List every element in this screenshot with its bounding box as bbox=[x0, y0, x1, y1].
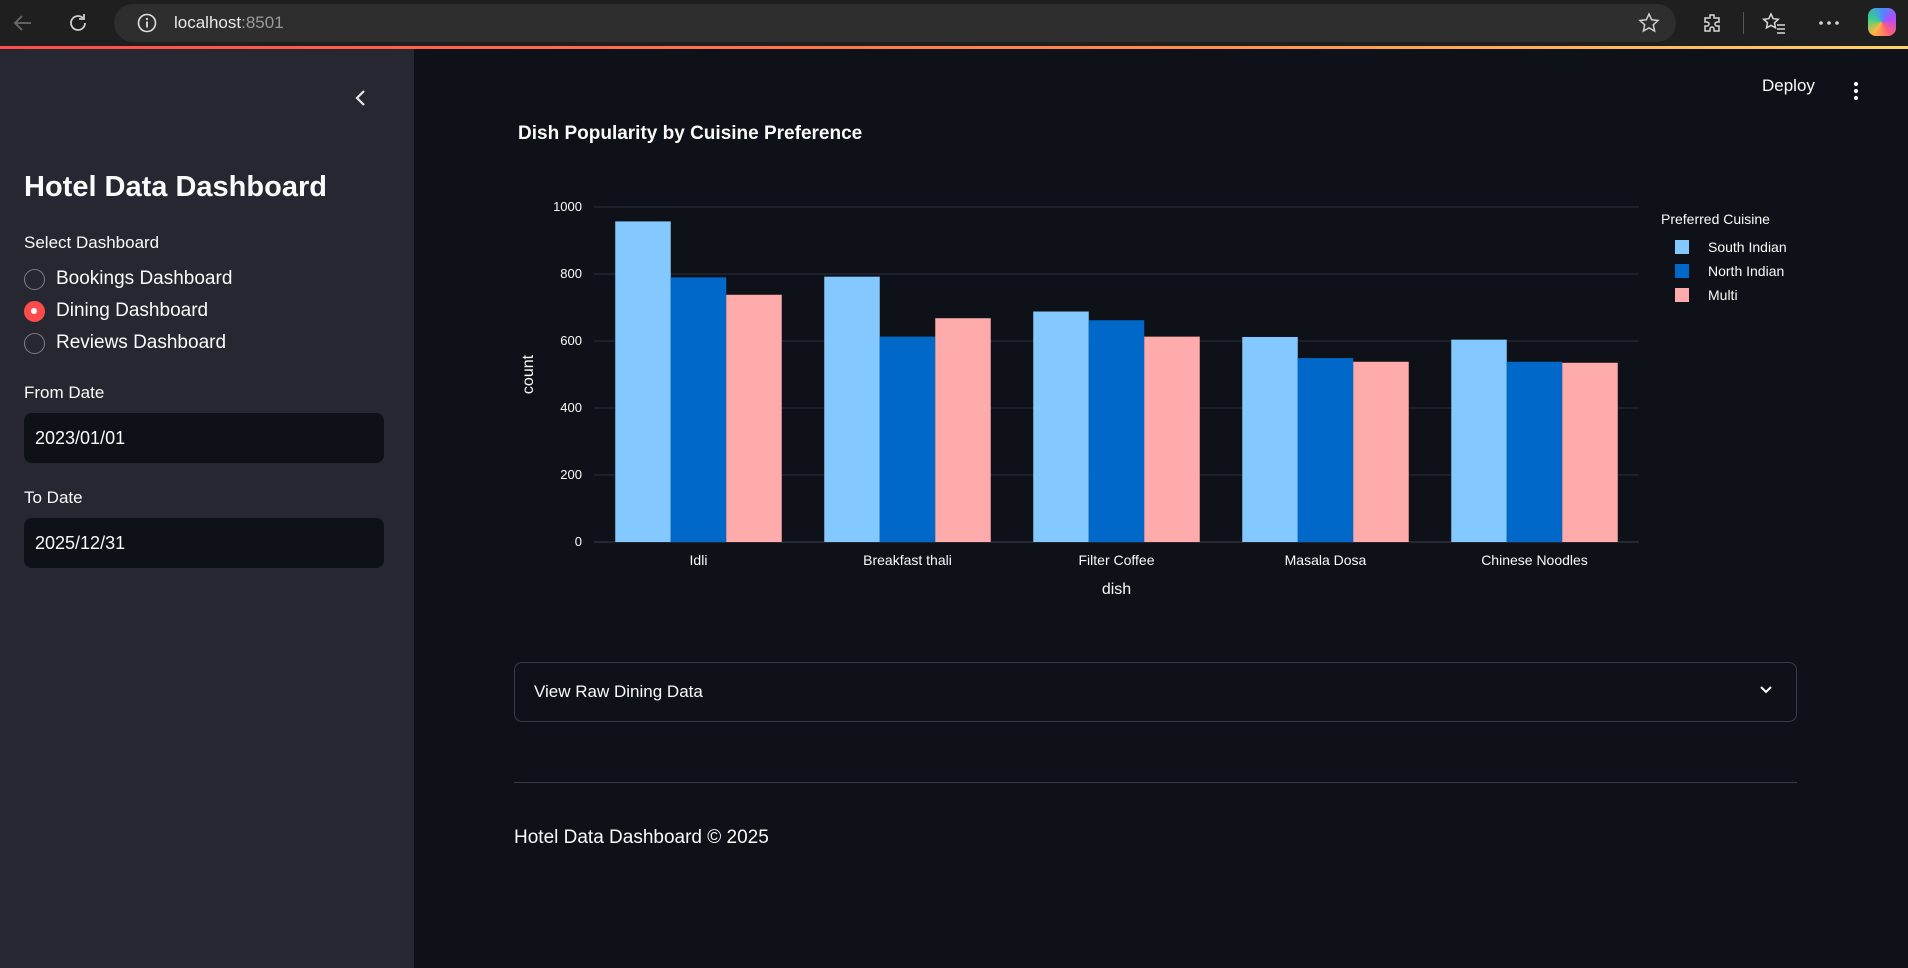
bar bbox=[824, 276, 880, 542]
y-tick-label: 200 bbox=[560, 467, 582, 482]
favorites-icon[interactable] bbox=[1754, 3, 1794, 43]
bar bbox=[1297, 358, 1354, 542]
legend-swatch bbox=[1675, 288, 1689, 302]
x-tick-label: Breakfast thali bbox=[863, 552, 952, 568]
bar bbox=[615, 221, 671, 542]
bar bbox=[879, 336, 936, 542]
toolbar-divider bbox=[1743, 12, 1744, 34]
x-tick-label: Filter Coffee bbox=[1079, 552, 1155, 568]
favorite-star-icon[interactable] bbox=[1638, 12, 1660, 39]
bar bbox=[935, 318, 991, 542]
legend-swatch bbox=[1675, 240, 1689, 254]
from-date-input[interactable]: 2023/01/01 bbox=[24, 413, 384, 463]
bar bbox=[1451, 339, 1507, 542]
url-port: :8501 bbox=[241, 13, 284, 32]
expander-label: View Raw Dining Data bbox=[534, 682, 703, 701]
x-tick-label: Masala Dosa bbox=[1285, 552, 1367, 568]
bar bbox=[1088, 320, 1145, 542]
y-tick-label: 600 bbox=[560, 333, 582, 348]
main-menu-icon[interactable] bbox=[1846, 76, 1866, 106]
bar bbox=[1033, 311, 1089, 542]
radio-reviews-dashboard[interactable]: Reviews Dashboard bbox=[24, 329, 226, 357]
chevron-down-icon[interactable] bbox=[1758, 683, 1774, 701]
footer-divider bbox=[514, 782, 1797, 783]
radio-bookings-dashboard[interactable]: Bookings Dashboard bbox=[24, 265, 232, 293]
y-axis-title: count bbox=[520, 354, 537, 394]
radio-label: Dining Dashboard bbox=[56, 300, 209, 321]
deploy-button[interactable]: Deploy bbox=[1762, 76, 1815, 95]
address-bar[interactable]: localhost:8501 bbox=[114, 4, 1676, 42]
chart-title: Dish Popularity by Cuisine Preference bbox=[518, 123, 863, 144]
sidebar-title: Hotel Data Dashboard bbox=[24, 171, 327, 203]
raw-data-expander[interactable]: View Raw Dining Data bbox=[514, 662, 1797, 722]
legend-label: South Indian bbox=[1708, 239, 1787, 255]
bar-chart: 0 200 400 600 800 1000 Idli Breakfast thali Filt… bbox=[520, 199, 1787, 598]
browser-toolbar: localhost:8501 bbox=[0, 0, 1908, 46]
radio-button[interactable] bbox=[24, 332, 45, 354]
to-date-label: To Date bbox=[24, 488, 83, 507]
url-text: localhost:8501 bbox=[174, 13, 284, 33]
x-tick-label: Chinese Noodles bbox=[1481, 552, 1588, 568]
to-date-input[interactable]: 2025/12/31 bbox=[24, 518, 384, 568]
bar bbox=[670, 277, 727, 542]
bar bbox=[1353, 361, 1409, 542]
radio-button[interactable] bbox=[24, 268, 45, 290]
radio-button-selected[interactable] bbox=[24, 300, 45, 322]
x-tick-label: Idli bbox=[690, 552, 708, 568]
bar bbox=[1242, 336, 1298, 542]
legend-label: Multi bbox=[1708, 287, 1738, 303]
reload-icon[interactable] bbox=[58, 3, 98, 43]
x-axis-title: dish bbox=[1102, 581, 1131, 598]
extensions-icon[interactable] bbox=[1693, 3, 1733, 43]
legend-title: Preferred Cuisine bbox=[1661, 211, 1770, 227]
top-decoration-bar bbox=[0, 46, 1908, 49]
y-tick-label: 1000 bbox=[553, 199, 582, 214]
collapse-sidebar-chevron-icon[interactable] bbox=[346, 83, 376, 113]
legend-swatch bbox=[1675, 264, 1689, 278]
radio-dining-dashboard[interactable]: Dining Dashboard bbox=[24, 297, 208, 325]
select-dashboard-label: Select Dashboard bbox=[24, 233, 160, 252]
y-tick-label: 0 bbox=[575, 534, 582, 549]
site-info-icon[interactable] bbox=[136, 12, 158, 34]
y-tick-label: 800 bbox=[560, 266, 582, 281]
sidebar: Hotel Data Dashboard Select Dashboard Bo… bbox=[0, 49, 414, 968]
bar bbox=[1144, 336, 1200, 542]
bar bbox=[726, 294, 782, 542]
more-options-icon[interactable] bbox=[1809, 3, 1849, 43]
from-date-label: From Date bbox=[24, 383, 105, 402]
footer-text: Hotel Data Dashboard © 2025 bbox=[514, 827, 769, 848]
bar bbox=[1562, 362, 1618, 542]
radio-label: Reviews Dashboard bbox=[56, 332, 227, 353]
legend-label: North Indian bbox=[1708, 263, 1784, 279]
radio-label: Bookings Dashboard bbox=[56, 268, 233, 289]
copilot-icon[interactable] bbox=[1868, 8, 1896, 36]
y-tick-label: 400 bbox=[560, 400, 582, 415]
bar bbox=[1506, 361, 1563, 542]
back-arrow-icon[interactable] bbox=[3, 3, 43, 43]
url-host: localhost bbox=[174, 13, 242, 32]
